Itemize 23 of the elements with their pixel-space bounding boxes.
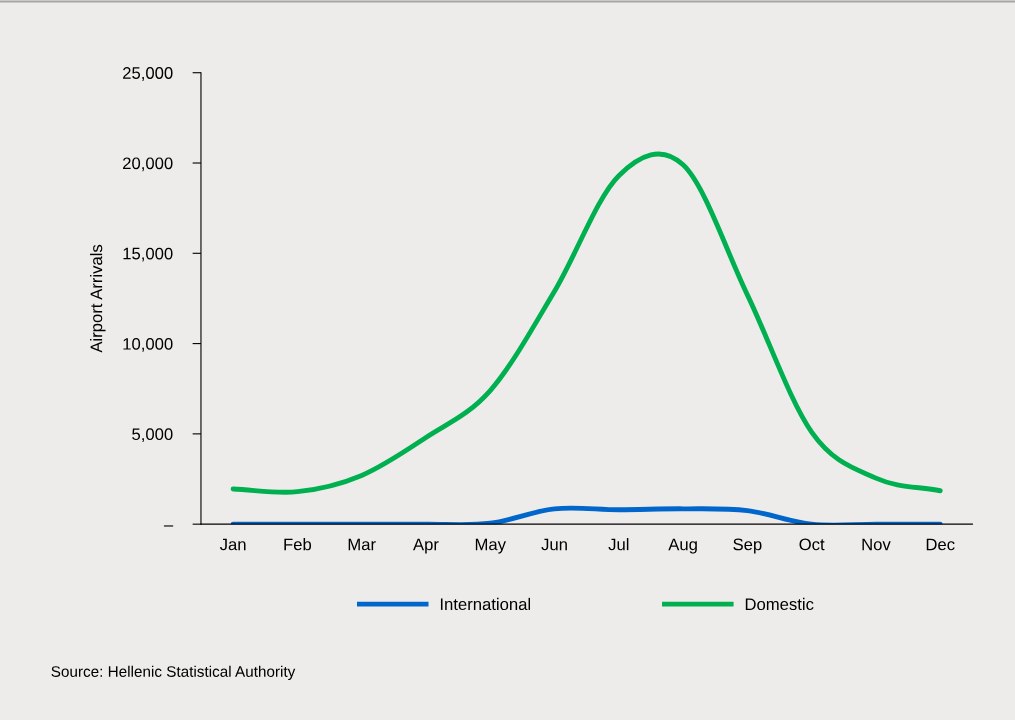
legend-label: Domestic <box>745 597 814 611</box>
x-tick-label: Nov <box>862 538 891 551</box>
x-tick-label: Feb <box>284 538 312 551</box>
x-tick-label: Jan <box>219 538 246 551</box>
line-series <box>230 505 943 525</box>
x-tick-label: Sep <box>733 538 762 554</box>
x-tick-label: Apr <box>413 538 439 554</box>
x-tick-label: Mar <box>348 538 376 551</box>
y-tick-label: 20,000 <box>123 157 173 172</box>
x-tick-label: Dec <box>926 538 955 551</box>
x-tick-label: Oct <box>799 538 825 551</box>
x-tick-label: Jul <box>608 538 629 551</box>
y-axis-title: Airport Arrivals <box>90 244 106 353</box>
x-tick-label: Aug <box>668 538 697 554</box>
y-tick-label: 10,000 <box>123 337 173 352</box>
x-tick-label: May <box>475 538 506 554</box>
y-tick-label: 15,000 <box>123 247 173 262</box>
legend-label: International <box>440 597 531 611</box>
source-note: Source: Hellenic Statistical Authority <box>51 665 296 680</box>
y-tick-label: 25,000 <box>123 67 173 81</box>
x-tick-label: Jun <box>541 538 567 551</box>
y-tick-label: – <box>163 525 174 527</box>
y-tick-label: 5,000 <box>132 428 173 443</box>
